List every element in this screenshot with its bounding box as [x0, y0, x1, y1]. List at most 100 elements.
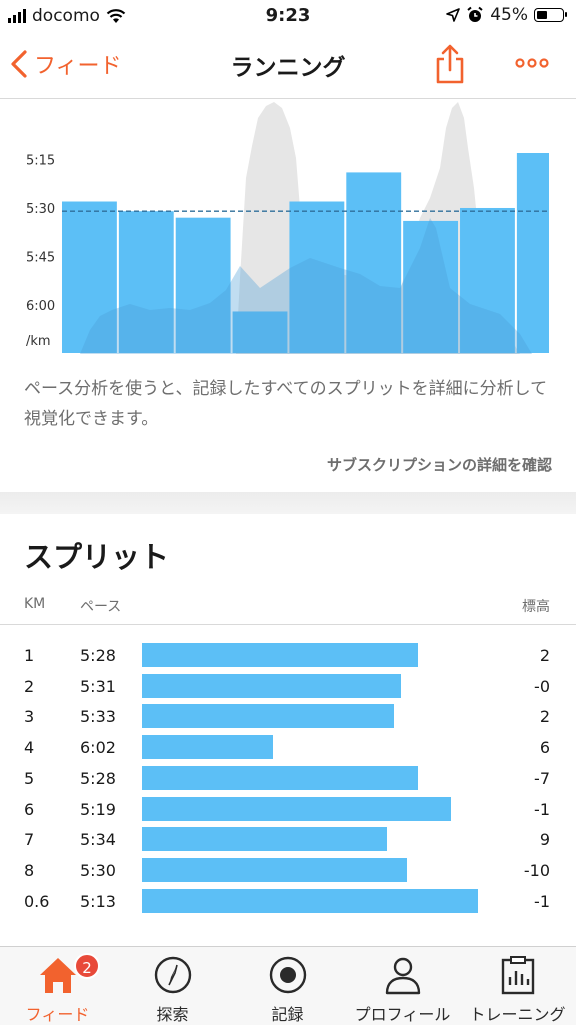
split-km: 6 — [24, 799, 35, 819]
split-elevation: -0 — [534, 676, 550, 696]
split-pace: 5:33 — [80, 707, 116, 727]
pace-bar — [62, 201, 117, 353]
pace-bar — [516, 153, 549, 353]
split-row: 8 5:30 -10 — [0, 857, 576, 884]
alarm-icon — [467, 6, 483, 22]
compass-icon — [154, 956, 192, 994]
split-row: 3 5:33 2 — [0, 704, 576, 730]
pace-bar — [289, 201, 345, 353]
tab-label: フィード — [25, 1005, 90, 1024]
tab-training[interactable]: トレーニング — [460, 947, 575, 1025]
elevation-overlay — [80, 218, 532, 354]
split-pace: 5:31 — [80, 676, 116, 696]
split-km: 0.6 — [24, 891, 50, 911]
split-pace-bar — [142, 888, 478, 913]
share-icon[interactable] — [434, 44, 466, 84]
split-elevation: -1 — [534, 799, 550, 819]
split-elevation: -10 — [523, 860, 550, 880]
split-row: 2 5:31 -0 — [0, 673, 576, 700]
chevron-left-icon — [11, 50, 27, 78]
split-km: 1 — [24, 646, 35, 665]
carrier-name: docomo — [32, 6, 100, 26]
tab-record[interactable]: 記録 — [230, 947, 345, 1025]
battery-percent: 45% — [490, 5, 528, 25]
split-pace-bar — [142, 673, 401, 698]
split-km: 2 — [24, 676, 35, 696]
split-row: 1 5:28 2 — [0, 643, 576, 669]
profile-icon — [385, 957, 421, 995]
pace-column-header: ペース — [80, 599, 122, 615]
split-row: 6 5:19 -1 — [0, 796, 576, 823]
y-tick-label: /km — [26, 334, 51, 349]
split-km: 7 — [24, 830, 35, 850]
split-pace-bar — [142, 704, 394, 729]
pace-bar — [118, 211, 174, 353]
split-pace: 5:30 — [80, 860, 116, 880]
signal-icon — [8, 9, 26, 23]
split-pace: 5:13 — [80, 891, 116, 911]
home-icon — [40, 958, 76, 993]
split-elevation: 2 — [539, 707, 550, 727]
status-bar: docomo 9:23 45% — [0, 0, 576, 34]
split-pace: 5:34 — [80, 830, 116, 850]
splits-title: スプリット — [24, 540, 170, 574]
split-elevation: 9 — [539, 830, 550, 850]
split-pace: 5:28 — [80, 646, 116, 665]
split-row: 0.6 5:13 -1 — [0, 888, 576, 915]
y-tick-label: 6:00 — [26, 299, 55, 314]
split-pace-bar — [142, 643, 418, 667]
split-elevation: -1 — [534, 891, 550, 911]
subscription-details-link[interactable]: サブスクリプションの詳細を確認 — [326, 456, 552, 474]
back-label: フィード — [34, 54, 122, 79]
wifi-icon — [106, 9, 126, 23]
notification-badge: 2 — [74, 953, 100, 979]
split-km: 5 — [24, 768, 35, 788]
km-column-header: KM — [24, 596, 46, 612]
y-tick-label: 5:30 — [26, 202, 55, 217]
tab-profile[interactable]: プロフィール — [345, 947, 460, 1025]
split-pace-bar — [142, 796, 452, 821]
pace-bar — [346, 172, 402, 353]
tab-label: プロフィール — [354, 1005, 451, 1024]
split-km: 4 — [24, 738, 35, 758]
split-km: 3 — [24, 707, 35, 727]
split-km: 8 — [24, 860, 35, 880]
elevation-column-header: 標高 — [522, 599, 550, 615]
split-pace-bar — [142, 765, 418, 790]
training-log-icon — [501, 956, 535, 995]
split-pace: 5:28 — [80, 768, 116, 788]
pace-bar — [232, 311, 288, 353]
pace-bar — [460, 207, 515, 353]
splits-header: KM ペース 標高 — [0, 594, 576, 625]
split-row: 5 5:28 -7 — [0, 765, 576, 792]
split-row: 4 6:02 6 — [0, 735, 576, 761]
split-pace-bar — [142, 827, 388, 852]
tab-label: 記録 — [271, 1005, 304, 1024]
tab-bar: 2 フィード 探索 記録 プロフィール トレーニング — [0, 946, 576, 1025]
split-pace: 6:02 — [80, 738, 116, 758]
location-arrow-icon — [446, 8, 461, 22]
more-icon[interactable] — [514, 48, 550, 78]
tab-label: トレーニング — [469, 1005, 566, 1024]
back-button[interactable]: フィード — [10, 48, 122, 80]
split-row: 7 5:34 9 — [0, 827, 576, 853]
pace-chart: 5:15 5:30 5:45 6:00/km — [26, 102, 550, 354]
split-elevation: 6 — [539, 738, 550, 758]
split-pace-bar — [142, 735, 274, 760]
status-time: 9:23 — [265, 5, 311, 26]
tab-feed[interactable]: 2 フィード — [0, 947, 115, 1025]
nav-bar: フィード ランニング — [0, 34, 576, 99]
split-pace-bar — [142, 857, 408, 882]
pace-bar — [175, 217, 231, 353]
split-pace: 5:19 — [80, 799, 116, 819]
section-divider — [0, 492, 576, 514]
battery-icon — [534, 8, 567, 22]
tab-explore[interactable]: 探索 — [115, 947, 230, 1025]
y-tick-label: 5:45 — [26, 250, 55, 265]
record-icon — [269, 956, 307, 994]
pace-analysis-note: ペース分析を使うと、記録したすべてのスプリットを詳細に分析して視覚化できます。 — [24, 379, 548, 429]
split-elevation: -7 — [534, 768, 550, 788]
pace-bar — [403, 220, 459, 353]
split-elevation: 2 — [539, 646, 550, 665]
tab-label: 探索 — [156, 1005, 189, 1024]
